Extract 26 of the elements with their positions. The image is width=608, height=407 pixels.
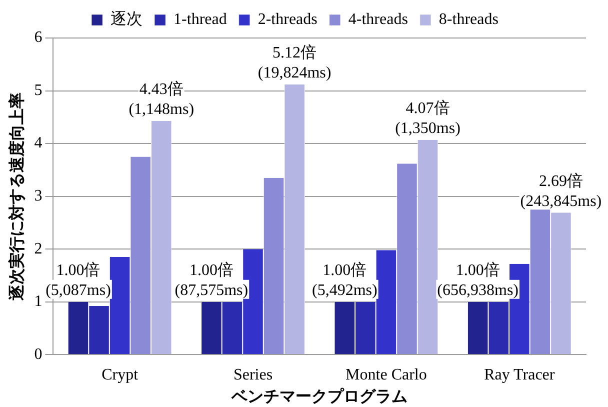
data-label: 2.69倍 (243,845ms)	[520, 172, 602, 210]
x-tick-label: Series	[233, 366, 273, 384]
legend-label: 2-threads	[258, 11, 318, 28]
data-label: 1.00倍 (87,575ms)	[174, 261, 248, 300]
data-label: 1.00倍 (656,938ms)	[437, 261, 519, 300]
y-tick-label: 6	[34, 29, 42, 46]
y-tick-label: 3	[34, 188, 42, 205]
legend-label: 4-threads	[348, 11, 408, 28]
y-tick-label: 0	[34, 346, 42, 363]
legend-label: 逐次	[110, 10, 143, 28]
x-tick-label: Monte Carlo	[346, 366, 427, 384]
data-label: 1.00倍 (5,087ms)	[46, 261, 111, 300]
y-tick-label: 4	[34, 134, 42, 152]
data-label: 4.43倍 (1,148ms)	[128, 80, 194, 118]
y-axis-title: 逐次実行に対する速度向上率	[6, 92, 26, 302]
legend-label: 8-threads	[438, 11, 498, 28]
x-axis-title: ベンチマークプログラム	[230, 386, 408, 406]
data-label: 1.00倍 (5,492ms)	[312, 261, 378, 300]
x-tick-label: Ray Tracer	[484, 366, 556, 384]
x-tick-label: Crypt	[102, 366, 139, 384]
y-tick-label: 2	[34, 240, 42, 258]
y-tick-label: 1	[34, 293, 42, 310]
data-label: 5.12倍 (19,824ms)	[258, 44, 332, 82]
legend-label: 1-thread	[174, 11, 227, 28]
data-label: 4.07倍 (1,350ms)	[395, 99, 460, 138]
y-tick-label: 5	[34, 82, 42, 99]
